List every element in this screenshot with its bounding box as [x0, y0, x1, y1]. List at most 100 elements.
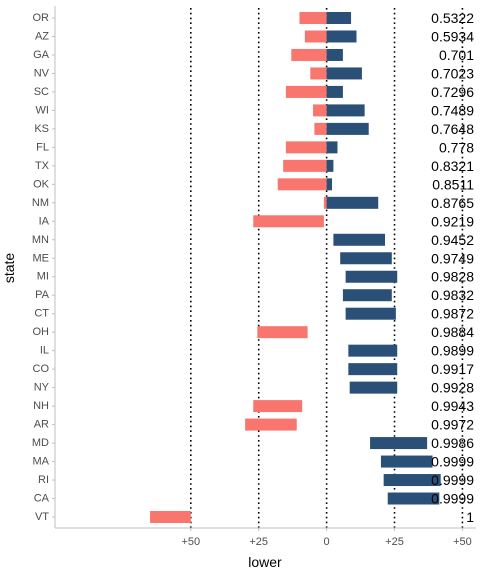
x-tick-label: +50: [181, 536, 200, 548]
probability-label: 0.9999: [431, 454, 474, 470]
x-tick-label: +50: [453, 536, 472, 548]
bar-blue-tx: [326, 159, 334, 172]
x-tick-label: 0: [324, 536, 330, 548]
state-label: NY: [34, 382, 50, 394]
probability-label: 0.5934: [431, 28, 474, 44]
probability-label: 0.9872: [431, 306, 474, 322]
state-label: MD: [32, 437, 49, 449]
state-label: WI: [36, 104, 49, 116]
probability-label: 0.9943: [431, 398, 474, 414]
bars: [150, 12, 441, 523]
bar-blue-me: [340, 252, 392, 265]
probability-label: 0.8321: [431, 158, 474, 174]
bar-blue-mi: [345, 270, 398, 283]
bar-blue-az: [326, 30, 357, 43]
bar-red-tx: [283, 159, 327, 172]
bar-blue-wi: [326, 104, 365, 117]
state-label: PA: [35, 289, 50, 301]
y-axis-title: state: [1, 253, 17, 284]
bar-red-ga: [291, 48, 327, 61]
state-label: CO: [33, 363, 50, 375]
state-label: NH: [33, 400, 49, 412]
x-tick-label: +25: [385, 536, 404, 548]
bar-blue-ny: [349, 381, 398, 394]
bar-red-fl: [285, 141, 327, 154]
probability-label: 0.9999: [431, 491, 474, 507]
bar-blue-fl: [326, 141, 338, 154]
bar-red-oh: [257, 326, 308, 339]
bar-blue-ca: [387, 492, 440, 505]
probability-label: 0.7489: [431, 102, 474, 118]
bar-blue-ga: [326, 48, 343, 61]
state-label: TX: [35, 160, 50, 172]
probability-label: 0.9928: [431, 380, 474, 396]
state-label: CT: [34, 308, 49, 320]
state-label: IL: [40, 345, 49, 357]
state-label: FL: [36, 141, 49, 153]
state-label: MA: [33, 456, 50, 468]
state-label: VT: [35, 511, 49, 523]
probability-label: 0.9749: [431, 250, 474, 266]
probability-label: 0.9999: [431, 472, 474, 488]
probability-label: 0.7023: [431, 65, 474, 81]
probability-label: 0.9832: [431, 287, 474, 303]
probability-label: 0.9972: [431, 417, 474, 433]
state-label: OR: [33, 12, 50, 24]
bar-blue-sc: [326, 85, 343, 98]
bar-red-ar: [245, 418, 297, 431]
bar-red-ks: [314, 122, 327, 135]
x-tick-label: +25: [249, 536, 268, 548]
probability-label: 0.9884: [431, 324, 474, 340]
bar-blue-md: [370, 437, 428, 450]
state-label: RI: [38, 474, 49, 486]
state-label: MN: [32, 234, 49, 246]
bar-blue-mn: [333, 233, 386, 246]
probability-label: 0.9219: [431, 213, 474, 229]
bar-blue-co: [348, 363, 398, 376]
state-label: MI: [37, 271, 49, 283]
x-axis-title: lower: [248, 554, 282, 570]
probability-label: 0.7648: [431, 121, 474, 137]
probability-label: 1: [466, 509, 474, 525]
bar-red-sc: [285, 85, 327, 98]
probability-label: 0.9828: [431, 269, 474, 285]
probability-labels: 0.5322 0.5934 0.701 0.7023 0.7296 0.7489 0.764…: [431, 10, 474, 525]
bar-red-nv: [310, 67, 327, 80]
bar-blue-il: [348, 344, 398, 357]
bar-blue-ri: [383, 474, 441, 487]
bar-red-or: [299, 12, 327, 24]
state-label: GA: [33, 49, 50, 61]
probability-label: 0.701: [439, 47, 474, 63]
probability-label: 0.5322: [431, 10, 474, 26]
probability-label: 0.9917: [431, 361, 474, 377]
state-label: ME: [33, 252, 50, 264]
state-label: NM: [32, 197, 49, 209]
state-label: AR: [34, 419, 49, 431]
bar-blue-nv: [326, 67, 362, 80]
probability-label: 0.8765: [431, 195, 474, 211]
bar-blue-ma: [380, 455, 433, 468]
probability-label: 0.9452: [431, 232, 474, 248]
bar-blue-ok: [326, 178, 333, 191]
bar-red-vt: [150, 511, 191, 523]
bar-blue-nm: [326, 196, 379, 209]
bar-blue-ks: [326, 122, 369, 135]
bar-red-ia: [253, 215, 324, 228]
bar-red-ok: [277, 178, 327, 191]
state-label: SC: [34, 86, 49, 98]
axes: +50 +25 0 +25 +50: [52, 6, 476, 548]
bar-blue-pa: [342, 289, 392, 302]
probability-label: 0.9899: [431, 343, 474, 359]
bar-red-nm: [323, 196, 327, 209]
probability-label: 0.8511: [432, 176, 474, 192]
bar-red-az: [304, 30, 327, 43]
probability-label: 0.7296: [431, 84, 474, 100]
state-labels: OR AZ GA NV SC WI KS FL TX OK NM IA MN ME MI PA CT OH IL CO…: [32, 12, 50, 523]
probability-label: 0.778: [439, 139, 474, 155]
bar-blue-or: [326, 12, 352, 24]
bar-red-nh: [253, 400, 303, 413]
state-label: CA: [34, 493, 50, 505]
bar-blue-ct: [345, 307, 396, 320]
state-label: NV: [34, 67, 50, 79]
